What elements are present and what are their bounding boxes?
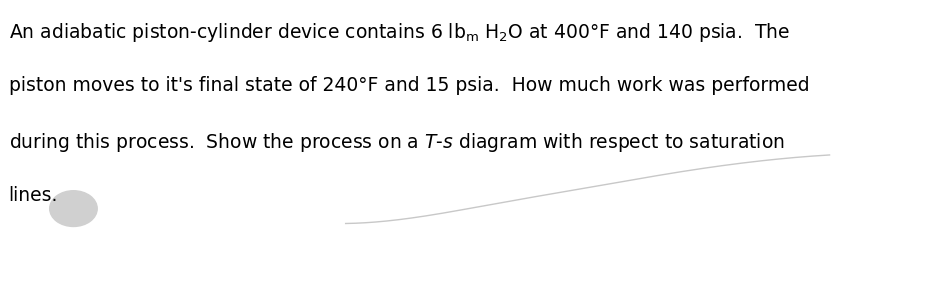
Text: during this process.  Show the process on a $\mathit{T}$-$\mathit{s}$ diagram wi: during this process. Show the process on…	[8, 131, 785, 154]
Text: An adiabatic piston-cylinder device contains 6 lb$_\mathregular{m}$ H$_\mathregu: An adiabatic piston-cylinder device cont…	[8, 21, 789, 44]
Text: piston moves to it's final state of 240°F and 15 psia.  How much work was perfor: piston moves to it's final state of 240°…	[8, 76, 809, 95]
Text: lines.: lines.	[8, 186, 58, 205]
Ellipse shape	[50, 191, 97, 226]
